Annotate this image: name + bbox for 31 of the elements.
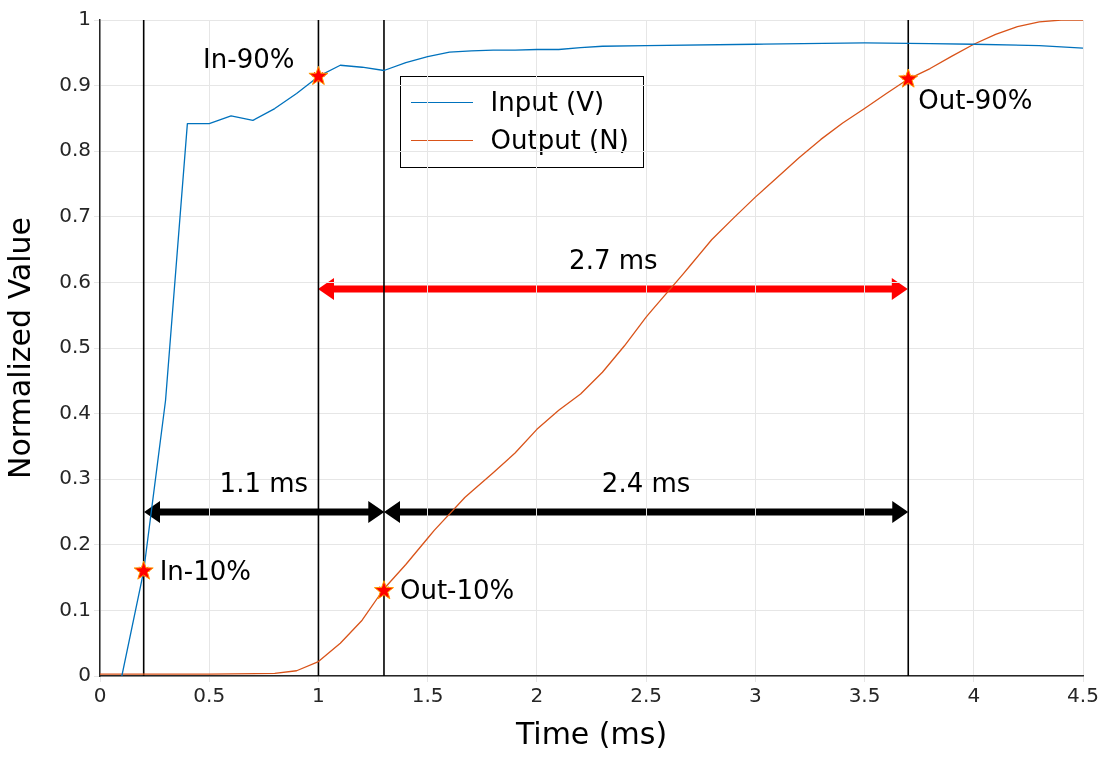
x-tick-label: 1: [312, 683, 325, 708]
x-tick-label: 4.5: [1067, 683, 1099, 708]
y-tick-label: 0.7: [59, 203, 91, 227]
x-tick-label: 3.5: [848, 683, 881, 708]
x-tick-label: 1.5: [411, 683, 444, 708]
legend-label: Input (V): [490, 86, 605, 119]
y-tick-label: 0.9: [59, 71, 91, 96]
x-tick-label: 2: [530, 683, 544, 708]
annotation: 2.7 ms: [569, 244, 658, 275]
y-tick-label: 1: [78, 6, 91, 31]
y-tick-label: 0.8: [59, 137, 91, 162]
y-tick-label: 0.2: [59, 531, 91, 555]
y-tick-label: 0.1: [59, 596, 91, 621]
y-tick-label: 0.5: [59, 334, 91, 359]
annotation: In-10%: [159, 555, 252, 586]
annotation: Out-10%: [399, 575, 515, 606]
y-axis-title: Normalized Value: [1, 216, 37, 480]
y-tick-label: 0.3: [59, 465, 91, 490]
legend-label: Output (N): [490, 124, 629, 157]
x-tick-label: 0.5: [193, 683, 226, 708]
x-tick-label: 3: [748, 683, 762, 708]
y-tick-label: 0.6: [59, 268, 91, 293]
x-axis-title: Time (ms): [514, 715, 668, 751]
annotation: 2.4 ms: [601, 467, 691, 498]
annotation: 1.1 ms: [219, 467, 309, 498]
x-tick-label: 4: [967, 683, 981, 708]
y-tick-label: 0.4: [59, 399, 91, 424]
x-tick-label: 2.5: [630, 683, 663, 708]
y-tick-label: 0: [78, 662, 91, 687]
annotation: Out-90%: [918, 84, 1033, 115]
annotation: In-90%: [203, 44, 295, 75]
